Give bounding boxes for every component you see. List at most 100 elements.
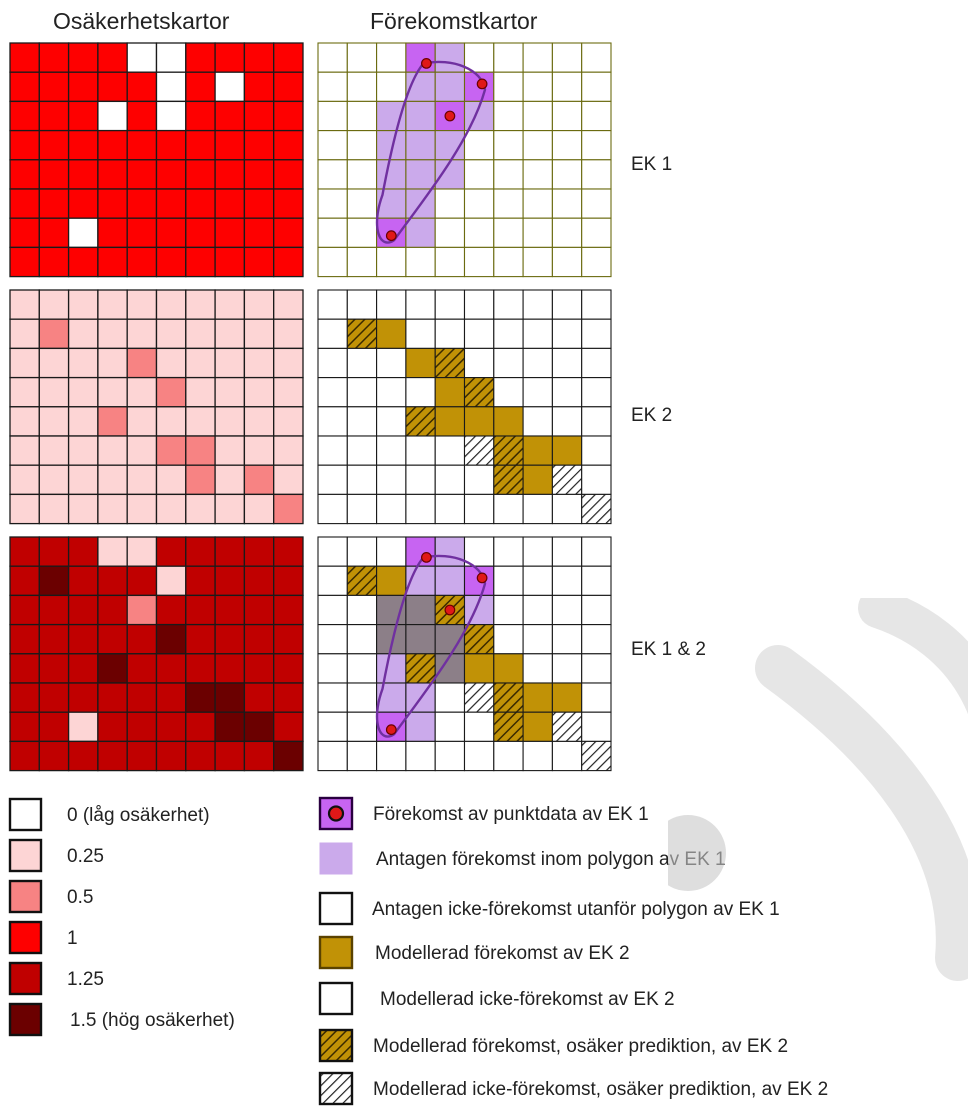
occurrence-cell <box>581 377 612 408</box>
uncertainty-swatch <box>8 920 43 955</box>
uncertainty-cell <box>126 159 158 190</box>
uncertainty-cell <box>9 682 40 713</box>
occurrence-cell <box>376 653 407 684</box>
uncertainty-cell <box>214 493 246 525</box>
occurrence-cell <box>405 493 436 525</box>
uncertainty-cell <box>273 318 304 350</box>
occurrence-cell <box>581 100 612 132</box>
uncertainty-cell <box>38 42 70 73</box>
uncertainty-legend-label: 1.5 (hög osäkerhet) <box>70 1010 235 1031</box>
uncertainty-cell <box>155 594 187 626</box>
uncertainty-swatch <box>8 961 43 996</box>
occurrence-cell <box>493 493 524 525</box>
uncertainty-cell <box>155 246 187 278</box>
ek1-polygon-outline <box>375 60 487 244</box>
uncertainty-cell <box>97 71 128 103</box>
occurrence-cell <box>581 464 612 495</box>
uncertainty-cell <box>273 565 304 597</box>
uncertainty-cell <box>185 347 216 379</box>
uncertainty-cell <box>273 740 304 772</box>
uncertainty-cell <box>243 682 275 713</box>
occurrence-cell <box>493 464 524 495</box>
ek1-point-record <box>444 604 456 616</box>
occurrence-cell <box>493 188 524 219</box>
uncertainty-cell <box>38 217 70 249</box>
uncertainty-cell <box>155 71 187 103</box>
uncertainty-cell <box>273 623 304 655</box>
occurrence-cell <box>434 246 466 278</box>
uncertainty-cell <box>67 653 99 684</box>
uncertainty-cell <box>67 159 99 190</box>
occurrence-cell <box>346 100 378 132</box>
occurrence-cell <box>405 406 436 437</box>
occurrence-cell <box>434 682 466 713</box>
uncertainty-cell <box>273 653 304 684</box>
uncertainty-cell <box>97 653 128 684</box>
uncertainty-cell <box>97 435 128 466</box>
occurrence-cell <box>493 435 524 466</box>
uncertainty-cell <box>126 347 158 379</box>
uncertainty-cell <box>243 623 275 655</box>
occurrence-cell <box>317 536 348 567</box>
uncertainty-cell <box>9 100 40 132</box>
uncertainty-cell <box>214 464 246 496</box>
uncertainty-cell <box>9 536 40 567</box>
uncertainty-cell <box>155 711 187 743</box>
uncertainty-cell <box>38 188 70 219</box>
uncertainty-cell <box>9 435 40 466</box>
occurrence-cell <box>405 711 436 742</box>
occurrence-cell <box>376 536 407 567</box>
uncertainty-cell <box>126 71 158 103</box>
occurrence-cell <box>551 740 583 772</box>
uncertainty-cell <box>97 565 128 597</box>
uncertainty-cell <box>243 493 275 525</box>
uncertainty-swatch <box>8 797 43 832</box>
uncertainty-cell <box>97 100 128 132</box>
occurrence-cell <box>493 100 524 132</box>
occurrence-cell <box>581 289 612 320</box>
uncertainty-cell <box>214 653 246 684</box>
occurrence-legend-label: Antagen förekomst inom polygon av EK 1 <box>376 849 726 870</box>
uncertainty-cell <box>67 536 99 567</box>
occurrence-cell <box>493 711 524 742</box>
uncertainty-cell <box>214 246 246 278</box>
occurrence-cell <box>581 653 612 684</box>
occurrence-cell <box>581 217 612 248</box>
occurrence-cell <box>522 347 553 379</box>
occurrence-legend-label: Antagen icke-förekomst utanför polygon a… <box>372 899 780 920</box>
occurrence-cell <box>434 464 466 495</box>
uncertainty-cell <box>243 536 275 567</box>
uncertainty-cell <box>67 318 99 350</box>
occurrence-cell <box>317 565 348 596</box>
uncertainty-cell <box>67 740 99 772</box>
uncertainty-cell <box>38 493 70 525</box>
uncertainty-cell <box>243 435 275 466</box>
occurrence-cell <box>405 624 436 655</box>
ek1-point-record <box>385 724 397 736</box>
occurrence-swatch <box>318 1028 354 1063</box>
occurrence-cell <box>376 42 407 73</box>
occurrence-cell <box>376 71 407 102</box>
uncertainty-cell <box>97 740 128 772</box>
uncertainty-cell <box>97 42 128 73</box>
uncertainty-cell <box>9 565 40 597</box>
uncertainty-cell <box>126 493 158 525</box>
uncertainty-cell <box>126 376 158 408</box>
uncertainty-cell <box>97 682 128 713</box>
occurrence-cell <box>551 100 583 132</box>
uncertainty-cell <box>38 623 70 655</box>
uncertainty-cell <box>155 740 187 772</box>
occurrence-cell <box>522 377 553 408</box>
uncertainty-cell <box>9 188 40 219</box>
uncertainty-cell <box>214 406 246 437</box>
occurrence-cell <box>522 159 553 190</box>
uncertainty-cell <box>214 188 246 219</box>
uncertainty-cell <box>185 711 216 743</box>
occurrence-cell <box>346 493 378 525</box>
occurrence-cell <box>493 42 524 73</box>
occurrence-cell <box>522 130 553 161</box>
uncertainty-cell <box>97 129 128 161</box>
occurrence-cell <box>463 406 495 437</box>
uncertainty-cell <box>214 100 246 132</box>
uncertainty-cell <box>9 653 40 684</box>
